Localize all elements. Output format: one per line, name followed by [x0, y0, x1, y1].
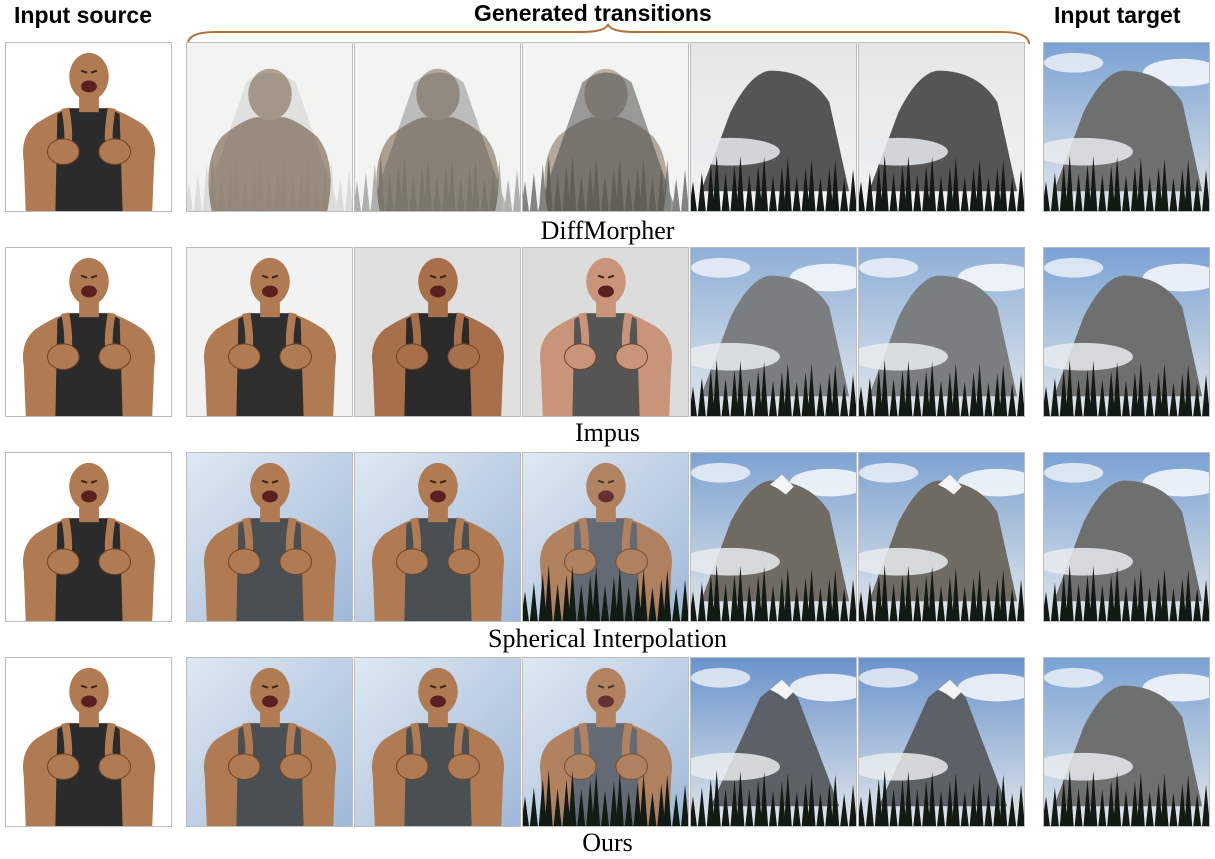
transition-frame-5 — [858, 452, 1025, 622]
input-target-image — [1043, 247, 1210, 417]
transition-frame-5 — [858, 657, 1025, 827]
input-source-image — [5, 657, 172, 827]
transition-frame-1 — [186, 247, 353, 417]
row-caption: Ours — [582, 828, 633, 857]
transition-frame-4 — [690, 247, 857, 417]
transition-frame-1 — [186, 657, 353, 827]
transition-frame-2 — [354, 42, 521, 212]
transition-frame-3 — [522, 247, 689, 417]
transition-frame-2 — [354, 452, 521, 622]
transition-frame-3 — [522, 657, 689, 827]
transition-frame-3 — [522, 452, 689, 622]
transition-frame-1 — [186, 42, 353, 212]
header-input-target: Input target — [1054, 2, 1181, 28]
transition-frame-4 — [690, 42, 857, 212]
transition-frame-4 — [690, 657, 857, 827]
row-caption: DiffMorpher — [540, 216, 675, 245]
header-generated-transitions: Generated transitions — [474, 0, 712, 26]
transition-frame-5 — [858, 247, 1025, 417]
row-caption: Spherical Interpolation — [488, 624, 727, 653]
input-source-image — [5, 452, 172, 622]
transition-frame-1 — [186, 452, 353, 622]
curly-brace — [187, 23, 1030, 45]
input-target-image — [1043, 452, 1210, 622]
input-source-image — [5, 247, 172, 417]
input-source-image — [5, 42, 172, 212]
input-target-image — [1043, 42, 1210, 212]
transition-frame-5 — [858, 42, 1025, 212]
transition-frame-4 — [690, 452, 857, 622]
row-caption: Impus — [575, 418, 640, 447]
transition-frame-2 — [354, 657, 521, 827]
header-input-source: Input source — [14, 2, 153, 28]
transition-frame-2 — [354, 247, 521, 417]
input-target-image — [1043, 657, 1210, 827]
transition-frame-3 — [522, 42, 689, 212]
